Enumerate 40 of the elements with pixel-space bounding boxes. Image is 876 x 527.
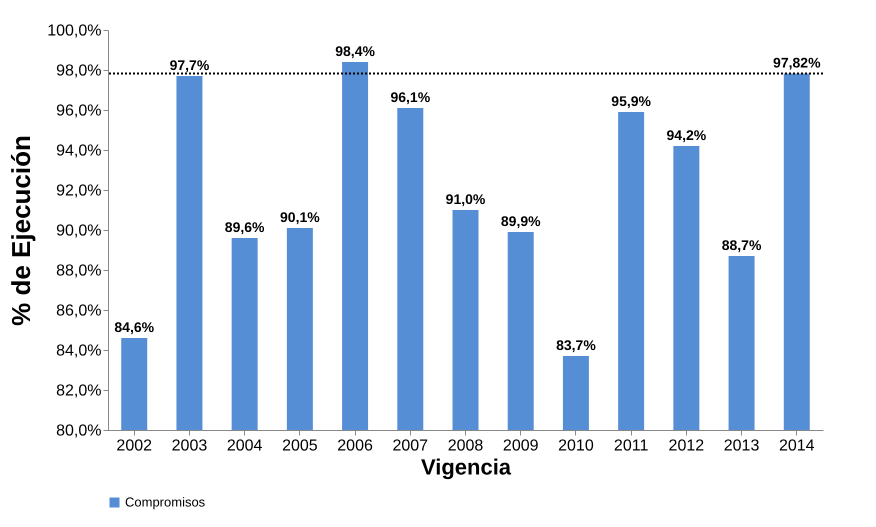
y-tick-label: 94,0%: [56, 142, 102, 160]
x-axis-title: Vigencia: [420, 454, 512, 480]
x-tick-label: 2012: [668, 438, 704, 454]
x-tick-label: 2011: [614, 438, 648, 454]
data-label: 83,7%: [556, 337, 596, 353]
x-tick-label: 2007: [392, 438, 428, 454]
x-tick-label: 2014: [778, 438, 815, 454]
y-tick-label: 98,0%: [56, 62, 102, 80]
x-tick-label: 2004: [226, 438, 263, 454]
data-label: 88,7%: [722, 237, 762, 253]
data-label: 95,9%: [611, 93, 652, 109]
data-label: 91,0%: [446, 191, 486, 207]
x-tick-label: 2006: [337, 438, 373, 454]
data-label: 89,6%: [224, 219, 266, 235]
data-label: 90,1%: [280, 209, 320, 225]
data-label: 94,2%: [666, 127, 707, 143]
x-tick-label: 2002: [116, 438, 152, 454]
y-tick-label: 90,0%: [56, 222, 102, 240]
y-tick-label: 86,0%: [56, 302, 102, 320]
y-tick-label: 92,0%: [56, 182, 102, 200]
data-label: 97,7%: [170, 57, 210, 73]
y-tick-label: 88,0%: [56, 262, 102, 280]
data-label: 84,6%: [114, 319, 155, 335]
y-axis-title: % de Ejecución: [6, 135, 36, 326]
data-label: 96,1%: [390, 89, 431, 105]
y-tick-label: 84,0%: [56, 342, 102, 360]
x-tick-label: 2010: [558, 438, 594, 454]
y-tick-label: 82,0%: [56, 382, 102, 400]
data-label: 89,9%: [500, 213, 542, 229]
data-label: 98,4%: [335, 43, 376, 59]
x-tick-label: 2003: [172, 438, 208, 454]
y-tick-label: 96,0%: [56, 102, 102, 120]
x-tick-label: 2013: [724, 438, 760, 454]
legend-label: Compromisos: [125, 494, 206, 510]
data-label: 97,82%: [773, 54, 822, 71]
y-tick-label: 80,0%: [56, 422, 102, 440]
x-tick-label: 2008: [448, 438, 484, 454]
x-tick-label: 2005: [282, 438, 318, 454]
y-tick-label: 100,0%: [47, 22, 102, 40]
x-tick-label: 2009: [502, 438, 539, 454]
